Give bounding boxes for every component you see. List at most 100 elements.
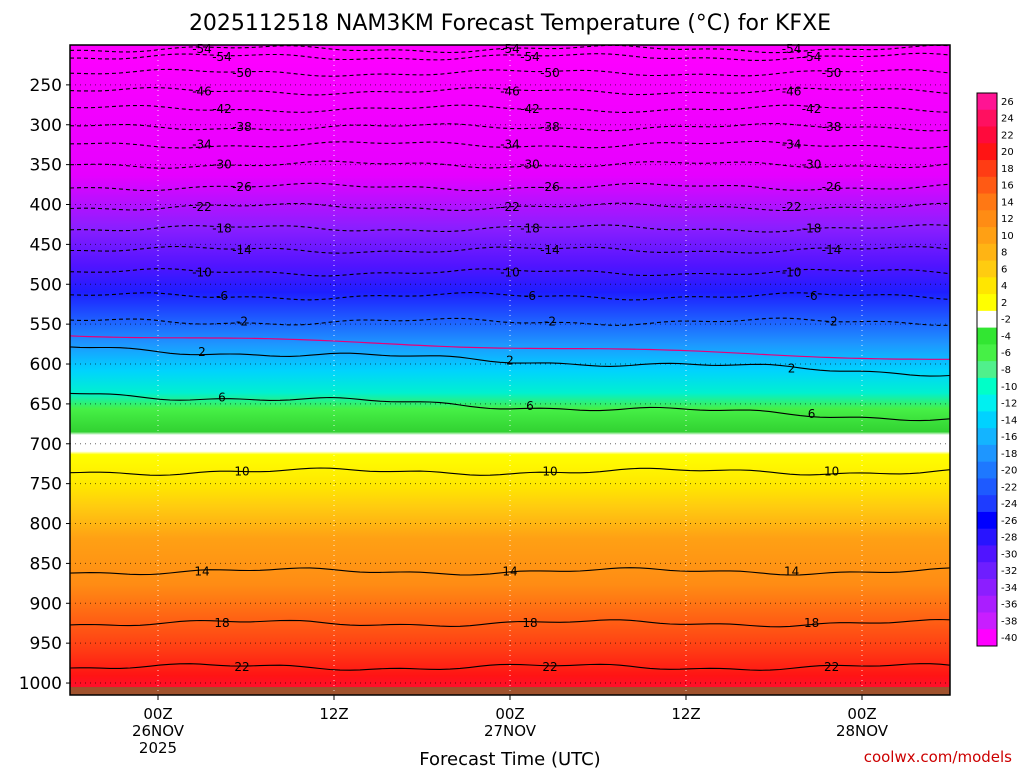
isotherm-line (69, 567, 951, 576)
isotherm-label: -14 (822, 243, 842, 257)
isotherm-label: 10 (542, 465, 557, 479)
colorbar-label: -6 (1001, 348, 1011, 359)
colorbar-label: -14 (1001, 415, 1017, 426)
y-tick-label: 1000 (19, 674, 62, 694)
isotherm-label: -6 (524, 289, 536, 303)
isotherm-label: -34 (500, 138, 520, 152)
colorbar-label: -18 (1001, 449, 1017, 460)
isotherm-label: 2 (506, 354, 514, 368)
colorbar-swatch (977, 511, 997, 530)
isotherm-label: 22 (542, 660, 557, 674)
y-tick-label: 800 (30, 515, 62, 535)
y-tick-label: 900 (30, 594, 62, 614)
colorbar-label: -20 (1001, 466, 1017, 477)
isotherm-label: -38 (540, 120, 560, 134)
x-tick-label: 26NOV (132, 722, 185, 740)
isotherm-label: -54 (802, 50, 822, 64)
colorbar-swatch (977, 361, 997, 379)
colorbar-label: 16 (1001, 181, 1014, 192)
colorbar-swatch (977, 562, 997, 580)
colorbar-label: 6 (1001, 264, 1007, 275)
colorbar-label: -22 (1001, 482, 1017, 493)
colorbar-label: -12 (1001, 399, 1017, 410)
ground-layer (70, 687, 950, 695)
colorbar-label: 10 (1001, 231, 1014, 242)
y-tick-label: 250 (30, 76, 62, 96)
isotherm-label: 6 (808, 407, 816, 421)
colorbar-swatch (977, 528, 997, 546)
colorbar-label: -34 (1001, 583, 1017, 594)
colorbar-swatch (977, 227, 997, 245)
isotherm-label: -18 (802, 221, 822, 235)
isotherm-label: -10 (782, 265, 802, 279)
isotherm-label: 22 (824, 660, 839, 674)
credit-text: coolwx.com/models (864, 748, 1012, 766)
colorbar-swatch (977, 478, 997, 496)
isotherm-label: 14 (784, 564, 799, 578)
x-tick-label: 28NOV (836, 722, 889, 740)
colorbar-label: -8 (1001, 365, 1011, 376)
colorbar-swatch (977, 612, 997, 630)
colorbar-swatch (977, 109, 997, 128)
colorbar-swatch (977, 344, 997, 362)
colorbar-swatch (977, 243, 997, 262)
colorbar-swatch (977, 394, 997, 412)
colorbar-swatch (977, 193, 997, 211)
colorbar-label: -28 (1001, 533, 1017, 544)
colorbar-swatch (977, 294, 997, 312)
isotherm-label: -14 (540, 243, 560, 257)
isotherm-label: -2 (544, 315, 556, 329)
isotherm-label: -22 (500, 200, 520, 214)
colorbar-swatch (977, 310, 997, 329)
colorbar-swatch (977, 444, 997, 463)
colorbar-swatch (977, 277, 997, 295)
isotherm-label: 6 (218, 390, 226, 404)
colorbar-label: -38 (1001, 616, 1017, 627)
isotherm-label: -46 (192, 84, 212, 98)
isotherm-label: -30 (520, 158, 540, 172)
colorbar-label: 20 (1001, 147, 1014, 158)
colorbar-swatch (977, 327, 997, 345)
isotherm-label: -46 (782, 84, 802, 98)
chart-title: 2025112518 NAM3KM Forecast Temperature (… (189, 11, 831, 36)
colorbar-label: 22 (1001, 130, 1014, 141)
y-tick-label: 400 (30, 196, 62, 216)
x-tick-label: 12Z (319, 705, 348, 723)
isotherm-label: -18 (520, 221, 540, 235)
isotherm-label: -34 (782, 138, 802, 152)
isotherm-label: -54 (782, 42, 802, 56)
colorbar-label: -26 (1001, 516, 1017, 527)
y-tick-label: 850 (30, 554, 62, 574)
y-tick-label: 500 (30, 275, 62, 295)
y-tick-label: 350 (30, 156, 62, 176)
y-tick-label: 750 (30, 475, 62, 495)
colorbar-label: 18 (1001, 164, 1014, 175)
isotherm-label: -34 (192, 138, 212, 152)
x-tick-label: 12Z (671, 705, 700, 723)
isotherm-label: -54 (212, 50, 232, 64)
isotherm-label: -42 (212, 102, 232, 116)
isotherm-line (69, 663, 951, 671)
y-tick-label: 450 (30, 235, 62, 255)
isotherm-label: 18 (522, 616, 537, 630)
isotherm-label: 6 (526, 399, 534, 413)
colorbar-label: -16 (1001, 432, 1017, 443)
colorbar-swatch (977, 93, 997, 111)
colorbar-label: 8 (1001, 248, 1007, 259)
x-axis-label: Forecast Time (UTC) (419, 749, 600, 768)
isotherm-label: -42 (802, 102, 822, 116)
isotherm-label: -50 (232, 66, 252, 80)
colorbar-swatch (977, 411, 997, 429)
x-tick-label: 00Z (847, 705, 876, 723)
isotherm-label: -26 (822, 180, 842, 194)
isotherm-label: 14 (194, 564, 209, 578)
colorbar-swatch (977, 160, 997, 178)
isotherm-label: -30 (212, 158, 232, 172)
isotherm-line (69, 346, 951, 377)
colorbar-swatch (977, 595, 997, 613)
isotherm-label: 2 (198, 345, 206, 359)
colorbar-label: -32 (1001, 566, 1017, 577)
colorbar-swatch (977, 578, 997, 597)
colorbar-label: -2 (1001, 315, 1011, 326)
